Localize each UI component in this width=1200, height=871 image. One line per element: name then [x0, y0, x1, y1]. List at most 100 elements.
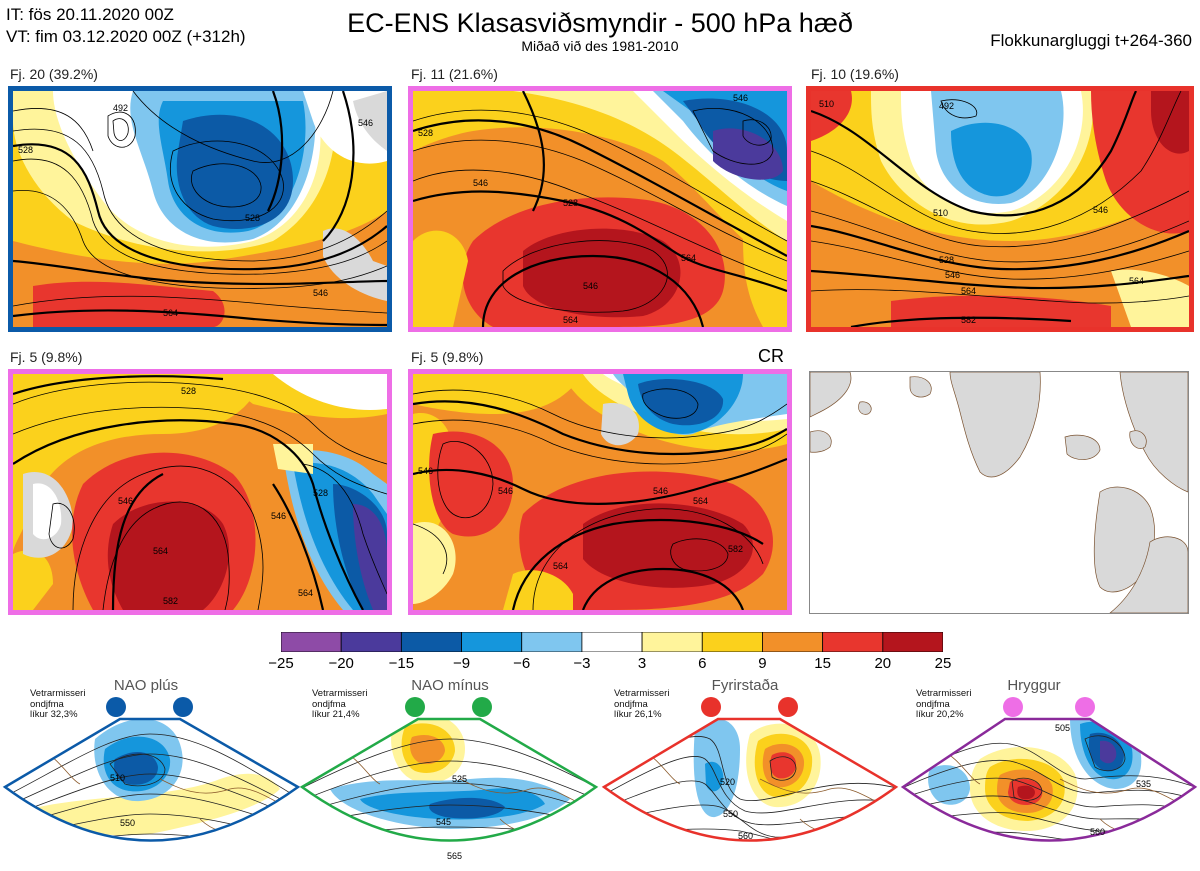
- regime-nao-plus: NAO plús Vetrarmisseri ondjfma líkur 32,…: [0, 675, 301, 871]
- note-line: líkur 20,2%: [916, 709, 964, 720]
- contour-label: 564: [153, 546, 168, 556]
- panel-label: Fj. 11 (21.6%): [411, 66, 498, 82]
- regime-marker: [472, 697, 492, 717]
- regime-marker: [106, 697, 126, 717]
- regime-nao-minus: NAO mínus Vetrarmisseri ondjfma líkur 21…: [300, 675, 600, 871]
- note-line: ondjfma: [312, 698, 346, 710]
- panel-corner-tag: CR: [758, 346, 784, 366]
- colorbar-swatch: [581, 631, 643, 653]
- regime-ridge: Hryggur Vetrarmisseri ondjfma líkur 20,2…: [900, 675, 1200, 871]
- panel-label: Fj. 20 (39.2%): [10, 66, 98, 82]
- cluster-map-3: 492 510 510 528 546 546 564 564 582: [806, 86, 1194, 332]
- colorbar-swatch: [340, 631, 402, 653]
- contour-label: 535: [1136, 779, 1151, 789]
- contour-label: 528: [245, 213, 260, 223]
- contour-label: 546: [313, 288, 328, 298]
- contour-label: 564: [563, 315, 578, 325]
- contour-label: 564: [553, 561, 568, 571]
- contour-label: 582: [961, 315, 976, 325]
- contour-label: 564: [1129, 276, 1144, 286]
- contour-label: 560: [738, 831, 753, 841]
- contour-label: 510: [819, 99, 834, 109]
- valid-time: VT: fim 03.12.2020 00Z (+312h): [6, 27, 246, 46]
- regime-title: NAO mínus: [411, 677, 489, 694]
- page-subtitle: Miðað við des 1981-2010: [521, 38, 679, 54]
- regime-title: NAO plús: [113, 677, 179, 694]
- note-line: líkur 32,3%: [30, 709, 78, 720]
- panel-label: Fj. 10 (19.6%): [811, 66, 899, 82]
- colorbar-tick-label: −20: [328, 655, 354, 672]
- regime-title: Hryggur: [1007, 677, 1061, 694]
- cluster-map-2: 528 546 528 546 546 564 564: [408, 86, 792, 332]
- colorbar-tick-label: −6: [513, 655, 531, 672]
- regime-marker: [173, 697, 193, 717]
- colorbar-tick-label: 15: [814, 655, 831, 672]
- cluster-map-5: 546 546 546 564 582 564: [408, 369, 792, 615]
- note-line: ondjfma: [614, 698, 648, 710]
- contour-label: 546: [473, 178, 488, 188]
- contour-label: 564: [961, 286, 976, 296]
- panel-label: Fj. 5 (9.8%): [411, 349, 484, 365]
- contour-label: 528: [939, 255, 954, 265]
- contour-label: 546: [945, 270, 960, 280]
- contour-label: 546: [498, 486, 513, 496]
- note-line: líkur 21,4%: [312, 709, 360, 720]
- anomaly-colorbar: [280, 631, 944, 657]
- contour-label: 525: [452, 774, 467, 784]
- colorbar-tick-label: 20: [874, 655, 892, 672]
- contour-label: 564: [298, 588, 313, 598]
- contour-label: 520: [720, 777, 735, 787]
- contour-label: 528: [181, 386, 196, 396]
- colorbar-tick-label: 6: [698, 655, 707, 672]
- contour-label: 492: [113, 103, 128, 113]
- regime-note: Vetrarmisseri ondjfma líkur 32,3%: [30, 688, 86, 721]
- colorbar-swatch: [701, 631, 763, 653]
- colorbar-tick-label: −3: [573, 655, 591, 672]
- contour-label: 564: [681, 253, 696, 263]
- cluster-map-4: 528 546 528 546 564 564 582: [8, 369, 392, 615]
- note-line: líkur 26,1%: [614, 709, 662, 720]
- colorbar-swatch: [882, 631, 944, 653]
- note-line: Vetrarmisseri: [30, 688, 86, 699]
- colorbar-swatch: [280, 631, 342, 653]
- colorbar-tick-label: 3: [637, 655, 647, 672]
- contour-label: 546: [358, 118, 373, 128]
- cluster-map-1: 492 528 528 546 546 564: [8, 86, 392, 332]
- contour-label: 582: [728, 544, 743, 554]
- colorbar-tick-label: −9: [452, 655, 471, 672]
- contour-label: 560: [1090, 827, 1105, 837]
- contour-label: 546: [118, 496, 133, 506]
- regime-title: Fyrirstaða: [711, 677, 779, 694]
- colorbar-swatch: [461, 631, 523, 653]
- contour-label: 565: [447, 851, 462, 861]
- contour-label: 528: [18, 145, 33, 155]
- contour-label: 582: [163, 596, 178, 606]
- contour-label: 564: [693, 496, 708, 506]
- contour-label: 528: [563, 198, 578, 208]
- contour-label: 492: [939, 101, 954, 111]
- contour-label: 564: [163, 308, 178, 318]
- colorbar-tick-label: −25: [268, 655, 294, 672]
- note-line: ondjfma: [916, 698, 950, 710]
- contour-label: 505: [1055, 723, 1070, 733]
- regime-marker: [1003, 697, 1023, 717]
- note-line: ondjfma: [30, 698, 64, 710]
- contour-label: 546: [1093, 205, 1108, 215]
- contour-label: 528: [313, 488, 328, 498]
- regime-note: Vetrarmisseri ondjfma líkur 26,1%: [614, 688, 669, 721]
- page-title: EC-ENS Klasasviðsmyndir - 500 hPa hæð: [347, 8, 853, 38]
- regime-note: Vetrarmisseri ondjfma líkur 20,2%: [916, 688, 972, 721]
- reference-map: [809, 371, 1189, 614]
- colorbar-tick-label: 9: [758, 655, 767, 672]
- regime-marker: [405, 697, 425, 717]
- contour-label: 546: [733, 93, 748, 103]
- colorbar-swatches: [280, 631, 944, 653]
- note-line: Vetrarmisseri: [916, 688, 972, 699]
- colorbar-swatch: [641, 631, 703, 653]
- regime-marker: [778, 697, 798, 717]
- colorbar-swatch: [400, 631, 462, 653]
- contour-label: 546: [583, 281, 598, 291]
- panel-label: Fj. 5 (9.8%): [10, 349, 83, 365]
- contour-label: 510: [933, 208, 948, 218]
- regime-blocking: Fyrirstaða Vetrarmisseri ondjfma líkur 2…: [600, 675, 900, 871]
